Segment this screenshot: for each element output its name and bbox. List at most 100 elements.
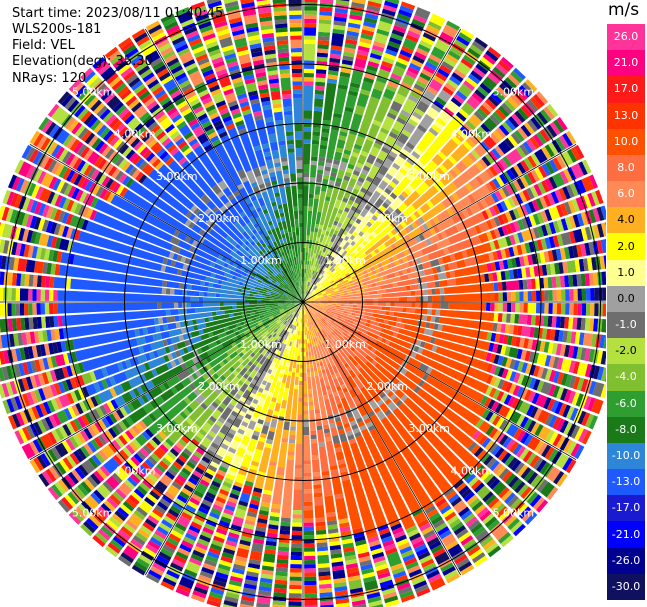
velocity-gate — [81, 206, 90, 218]
velocity-gate — [479, 510, 492, 522]
velocity-gate — [328, 179, 335, 186]
velocity-gate — [59, 459, 70, 473]
velocity-gate — [497, 449, 508, 462]
velocity-gate — [126, 402, 135, 413]
velocity-gate — [71, 469, 83, 482]
velocity-gate — [334, 216, 340, 222]
velocity-gate — [458, 531, 471, 543]
velocity-gate — [64, 339, 75, 352]
velocity-gate — [278, 346, 283, 352]
velocity-gate — [239, 492, 251, 503]
velocity-gate — [254, 324, 260, 329]
velocity-gate — [170, 335, 181, 344]
velocity-gate — [527, 436, 541, 451]
velocity-gate — [142, 72, 155, 83]
velocity-gate — [249, 499, 260, 506]
velocity-gate — [93, 102, 105, 115]
velocity-gate — [106, 519, 119, 531]
velocity-gate — [587, 257, 593, 271]
velocity-gate — [114, 82, 127, 94]
velocity-gate — [238, 410, 246, 417]
velocity-gate — [394, 574, 408, 583]
velocity-gate — [307, 282, 312, 291]
velocity-gate — [103, 130, 114, 142]
velocity-gate — [485, 385, 493, 396]
velocity-gate — [475, 161, 485, 172]
velocity-gate — [330, 251, 335, 257]
velocity-gate — [339, 239, 347, 248]
velocity-gate — [217, 279, 223, 285]
velocity-gate — [361, 567, 375, 575]
velocity-gate — [359, 243, 365, 249]
velocity-gate — [216, 469, 227, 477]
velocity-gate — [531, 290, 537, 302]
velocity-gate — [83, 70, 96, 84]
velocity-gate — [393, 530, 406, 539]
velocity-gate — [303, 285, 307, 302]
velocity-gate — [532, 213, 541, 226]
velocity-gate — [258, 306, 288, 316]
velocity-gate — [335, 296, 341, 299]
velocity-gate — [186, 134, 196, 144]
velocity-gate — [496, 323, 502, 333]
velocity-gate — [141, 132, 152, 143]
velocity-gate — [486, 262, 493, 272]
velocity-gate — [336, 294, 383, 301]
velocity-gate — [290, 564, 302, 569]
velocity-gate — [118, 173, 128, 184]
velocity-gate — [308, 397, 314, 402]
velocity-gate — [326, 385, 331, 391]
velocity-gate — [353, 244, 407, 276]
velocity-gate — [132, 387, 141, 398]
velocity-gate — [174, 117, 185, 127]
velocity-gate — [57, 315, 63, 327]
velocity-gate — [352, 231, 358, 238]
velocity-gate — [54, 481, 66, 495]
velocity-gate — [563, 344, 571, 358]
velocity-gate — [543, 106, 555, 120]
velocity-gate — [276, 319, 281, 323]
velocity-gate — [156, 555, 170, 565]
velocity-gate — [94, 531, 108, 544]
velocity-gate — [327, 520, 338, 526]
velocity-gate — [303, 85, 314, 111]
velocity-gate — [190, 122, 201, 131]
velocity-gate — [528, 351, 535, 363]
velocity-gate — [48, 303, 54, 315]
velocity-gate — [199, 381, 210, 391]
velocity-gate — [366, 135, 376, 142]
velocity-gate — [206, 599, 221, 607]
velocity-gate — [318, 19, 332, 25]
velocity-gate — [422, 261, 432, 270]
velocity-gate — [307, 322, 315, 347]
velocity-gate — [230, 386, 239, 397]
velocity-gate — [318, 293, 323, 296]
velocity-gate — [287, 451, 295, 456]
velocity-gate — [568, 274, 574, 287]
velocity-gate — [341, 317, 346, 321]
velocity-gate — [500, 323, 506, 334]
velocity-gate — [430, 46, 446, 60]
velocity-gate — [262, 263, 274, 274]
velocity-gate — [188, 383, 196, 391]
velocity-gate — [88, 457, 99, 469]
velocity-gate — [556, 289, 562, 301]
velocity-gate — [67, 406, 77, 419]
velocity-gate — [468, 519, 481, 531]
velocity-gate — [34, 201, 43, 215]
velocity-gate — [49, 276, 55, 288]
velocity-gate — [425, 322, 431, 329]
velocity-gate — [262, 561, 275, 567]
velocity-gate — [353, 355, 389, 392]
velocity-gate — [69, 364, 77, 376]
velocity-gate — [494, 333, 501, 343]
velocity-gate — [149, 103, 161, 114]
velocity-gate — [60, 251, 71, 264]
velocity-gate — [21, 144, 32, 159]
velocity-gate — [401, 164, 410, 173]
velocity-gate — [444, 292, 495, 302]
velocity-gate — [245, 370, 252, 376]
velocity-gate — [352, 275, 366, 283]
velocity-gate — [241, 286, 251, 291]
velocity-gate — [180, 256, 187, 263]
